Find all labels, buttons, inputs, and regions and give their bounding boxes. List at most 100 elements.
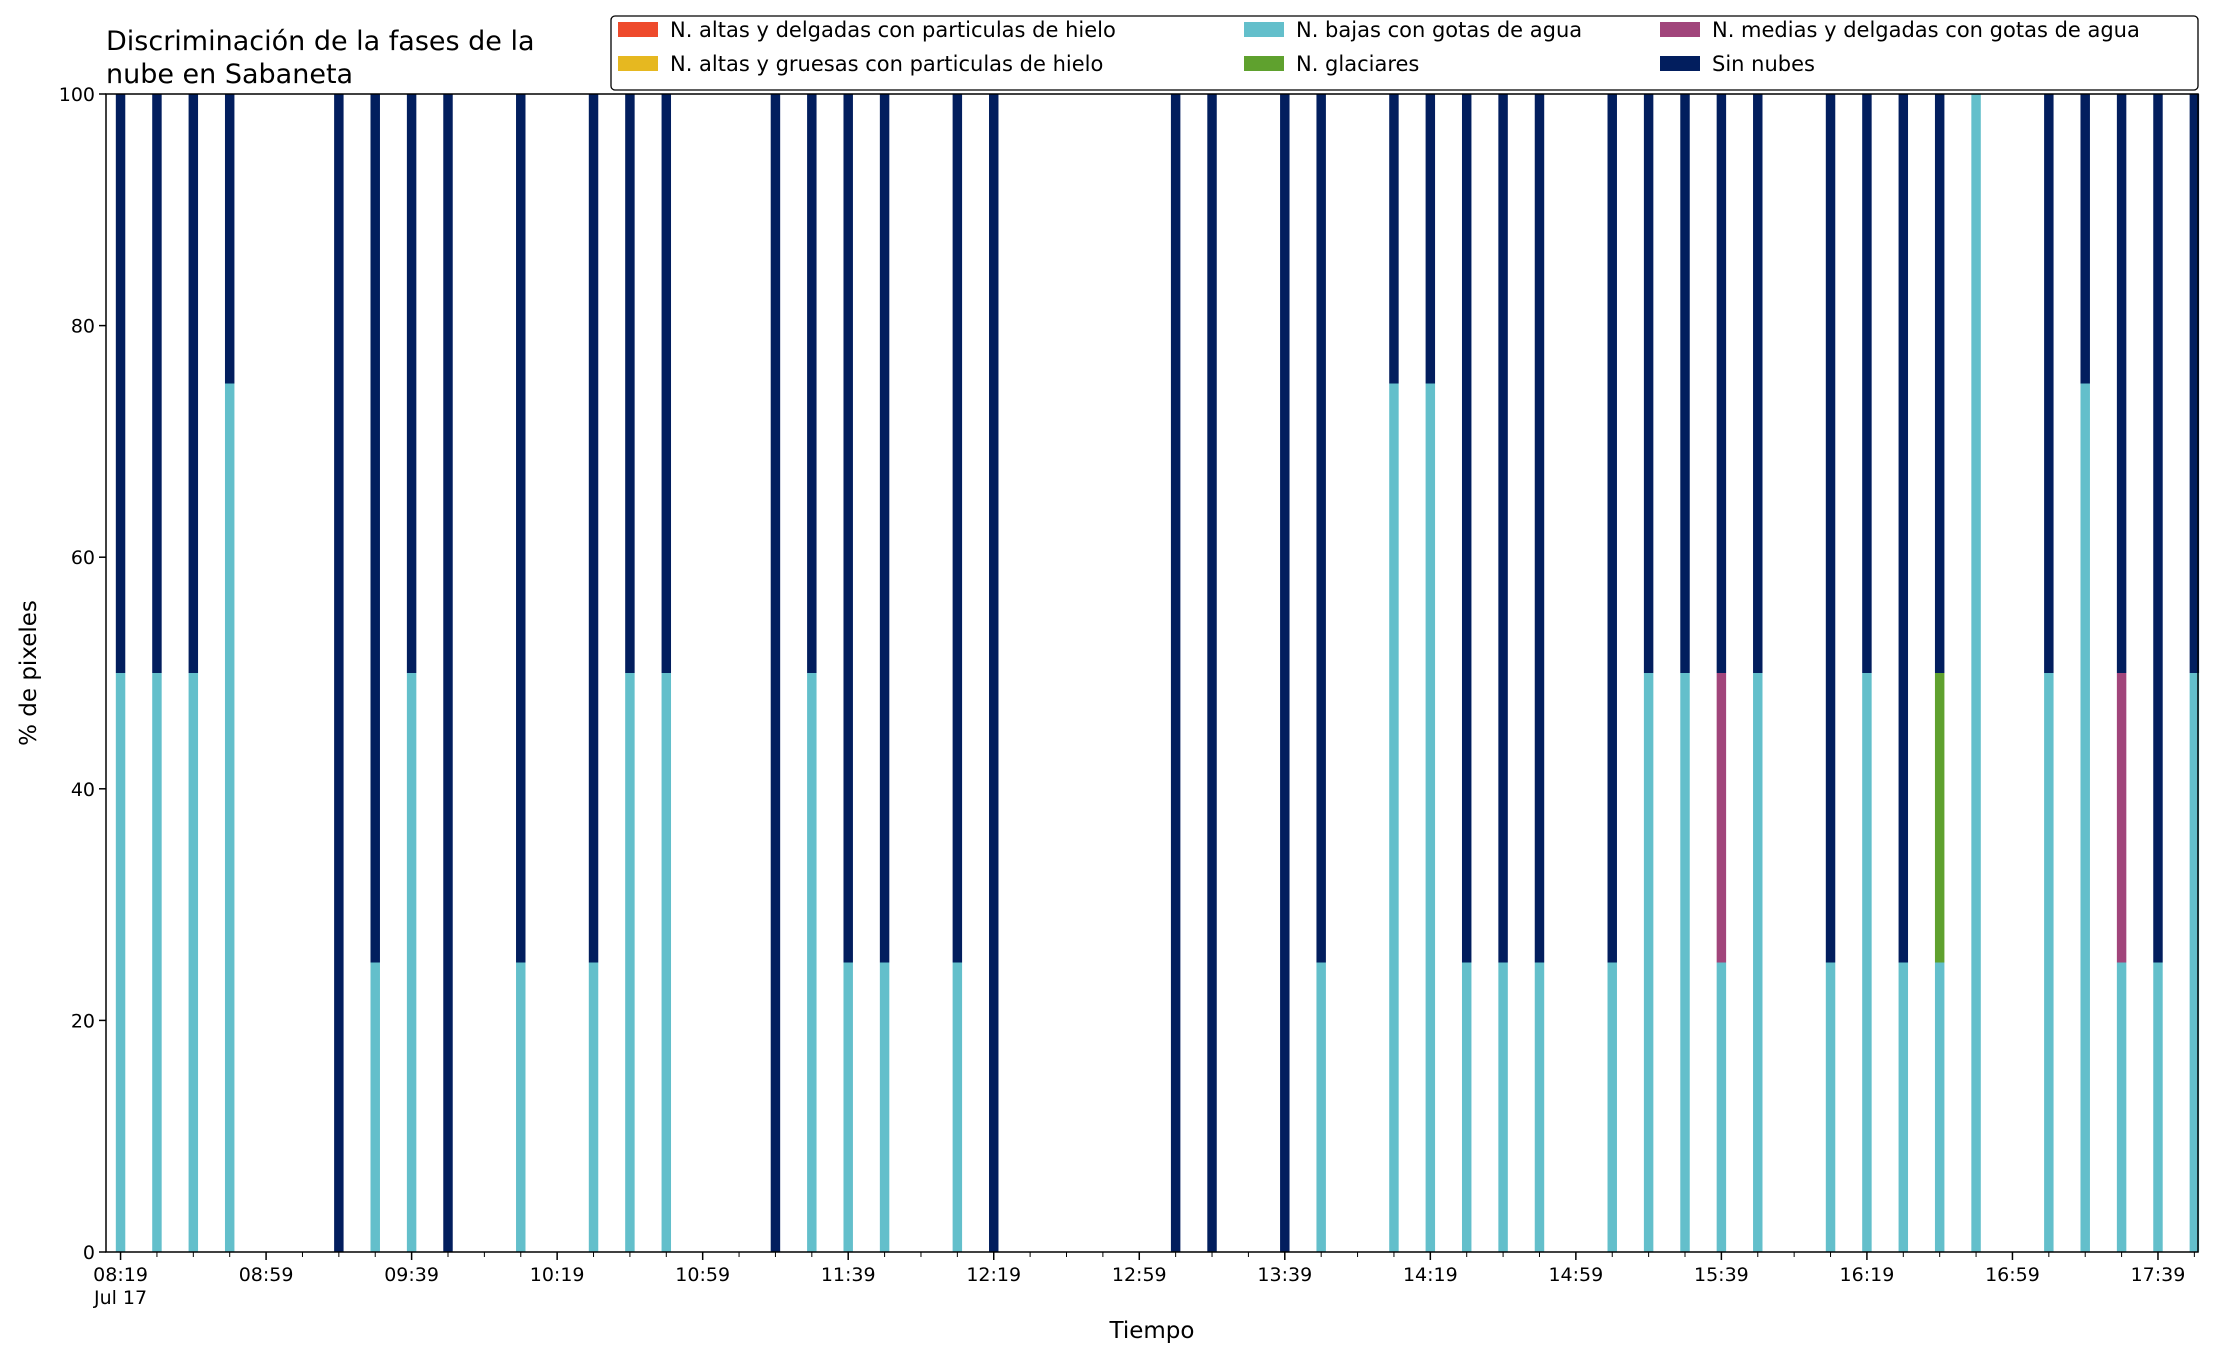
bar-segment-39-series-2 [2116,962,2127,1252]
legend-label-2: N. bajas con gotas de agua [1296,18,1582,42]
bar-segment-23-series-5 [1425,94,1436,384]
bar-segment-35-series-2 [1934,962,1945,1252]
bar-segment-17-series-5 [989,94,999,1252]
chart-title-line-1: Discriminación de la fases de la [106,26,535,57]
bar-segment-19-series-5 [1207,94,1217,1252]
x-tick-label-4: 10:59 [675,1264,730,1286]
y-tick-label-3: 60 [71,547,95,569]
legend-label-5: Sin nubes [1712,52,1815,76]
bar-segment-8-series-5 [516,94,526,963]
bar-segment-41-series-5 [2189,94,2200,673]
bar-segment-24-series-2 [1461,962,1472,1252]
x-tick-label-1: 08:59 [239,1264,294,1286]
plot-frame [105,93,2199,1253]
y-tick-label-0: 0 [83,1242,95,1264]
legend-swatch-5 [1660,56,1700,71]
bar-segment-33-series-5 [1862,94,1872,673]
bar-segment-25-series-2 [1498,962,1508,1252]
x-tick-sublabel-0: Jul 17 [93,1287,147,1309]
bar-segment-40-series-2 [2153,962,2163,1252]
legend-label-1: N. altas y gruesas con particulas de hie… [670,52,1103,76]
x-tick-label-8: 13:39 [1257,1264,1312,1286]
x-axis-label: Tiempo [1109,1318,1195,1344]
bar-segment-27-series-5 [1607,94,1617,963]
bar-segment-34-series-5 [1898,94,1909,963]
legend-swatch-1 [618,56,658,71]
bar-segment-28-series-5 [1643,94,1654,673]
bar-segment-10-series-2 [625,673,635,1252]
bar-segment-11-series-2 [661,673,672,1252]
legend-swatch-0 [618,22,658,37]
bar-segment-38-series-5 [2080,94,2090,384]
bar-segment-37-series-2 [2044,673,2054,1252]
bar-segment-30-series-4 [1716,673,1727,963]
bar-segment-6-series-5 [406,94,417,673]
bar-segment-1-series-2 [152,673,162,1252]
bar-segment-23-series-2 [1425,383,1436,1252]
bar-segment-30-series-5 [1716,94,1727,673]
y-tick-label-5: 100 [59,84,95,106]
bar-segment-27-series-2 [1607,962,1617,1252]
bar-segment-26-series-5 [1534,94,1545,963]
bar-segment-31-series-5 [1753,94,1763,673]
bar-segment-26-series-2 [1534,962,1545,1252]
bar-segment-14-series-2 [843,962,853,1252]
y-tick-label-1: 20 [71,1010,95,1032]
bar-segment-3-series-2 [224,383,235,1252]
bar-segment-11-series-5 [661,94,672,673]
bar-segment-32-series-5 [1825,94,1836,963]
bar-segment-14-series-5 [843,94,853,963]
chart-title-line-2: nube en Sabaneta [106,59,353,90]
bar-segment-10-series-5 [625,94,635,673]
bar-segment-21-series-5 [1316,94,1326,963]
bar-segment-34-series-2 [1898,962,1909,1252]
bar-segment-25-series-5 [1498,94,1508,963]
x-tick-label-12: 16:19 [1840,1264,1895,1286]
legend-swatch-4 [1660,22,1700,37]
x-tick-label-0: 08:19 [93,1264,148,1286]
bar-segment-16-series-2 [952,962,963,1252]
bar-segment-36-series-2 [1971,94,1981,1252]
bar-segment-2-series-5 [188,94,199,673]
bar-segment-28-series-2 [1643,673,1654,1252]
bar-segment-3-series-5 [224,94,235,384]
bar-segment-20-series-5 [1280,94,1290,1252]
bar-segment-22-series-2 [1389,383,1399,1252]
bar-segment-15-series-5 [879,94,890,963]
x-tick-label-6: 12:19 [966,1264,1021,1286]
x-tick-label-7: 12:59 [1112,1264,1167,1286]
bar-segment-30-series-2 [1716,962,1727,1252]
bar-segment-38-series-2 [2080,383,2090,1252]
bar-segment-16-series-5 [952,94,963,963]
bar-segment-37-series-5 [2044,94,2054,673]
bar-segment-18-series-5 [1170,94,1181,1252]
bar-segment-8-series-2 [516,962,526,1252]
x-tick-label-5: 11:39 [821,1264,876,1286]
bar-segment-9-series-5 [588,94,599,963]
bar-segment-15-series-2 [879,962,890,1252]
bar-segment-22-series-5 [1389,94,1399,384]
bar-segment-1-series-5 [152,94,162,673]
x-tick-label-2: 09:39 [384,1264,439,1286]
y-axis-label: % de pixeles [16,600,42,746]
legend-label-4: N. medias y delgadas con gotas de agua [1712,18,2140,42]
legend: N. altas y delgadas con particulas de hi… [610,15,2199,91]
x-tick-label-9: 14:19 [1403,1264,1458,1286]
bar-segment-6-series-2 [406,673,417,1252]
bars-group [115,94,2200,1252]
x-tick-label-11: 15:39 [1694,1264,1749,1286]
y-axis: 0 20 40 60 80 100 [59,84,106,1264]
bar-segment-21-series-2 [1316,962,1326,1252]
bar-segment-35-series-3 [1934,673,1945,963]
legend-label-3: N. glaciares [1296,52,1419,76]
y-tick-label-4: 80 [71,316,95,338]
bar-segment-39-series-5 [2116,94,2127,673]
bar-segment-13-series-5 [807,94,817,673]
y-tick-label-2: 40 [71,779,95,801]
bar-segment-0-series-2 [115,673,126,1252]
bar-segment-0-series-5 [115,94,126,673]
bar-segment-29-series-5 [1680,94,1690,673]
x-tick-label-3: 10:19 [530,1264,585,1286]
bar-segment-35-series-5 [1934,94,1945,673]
